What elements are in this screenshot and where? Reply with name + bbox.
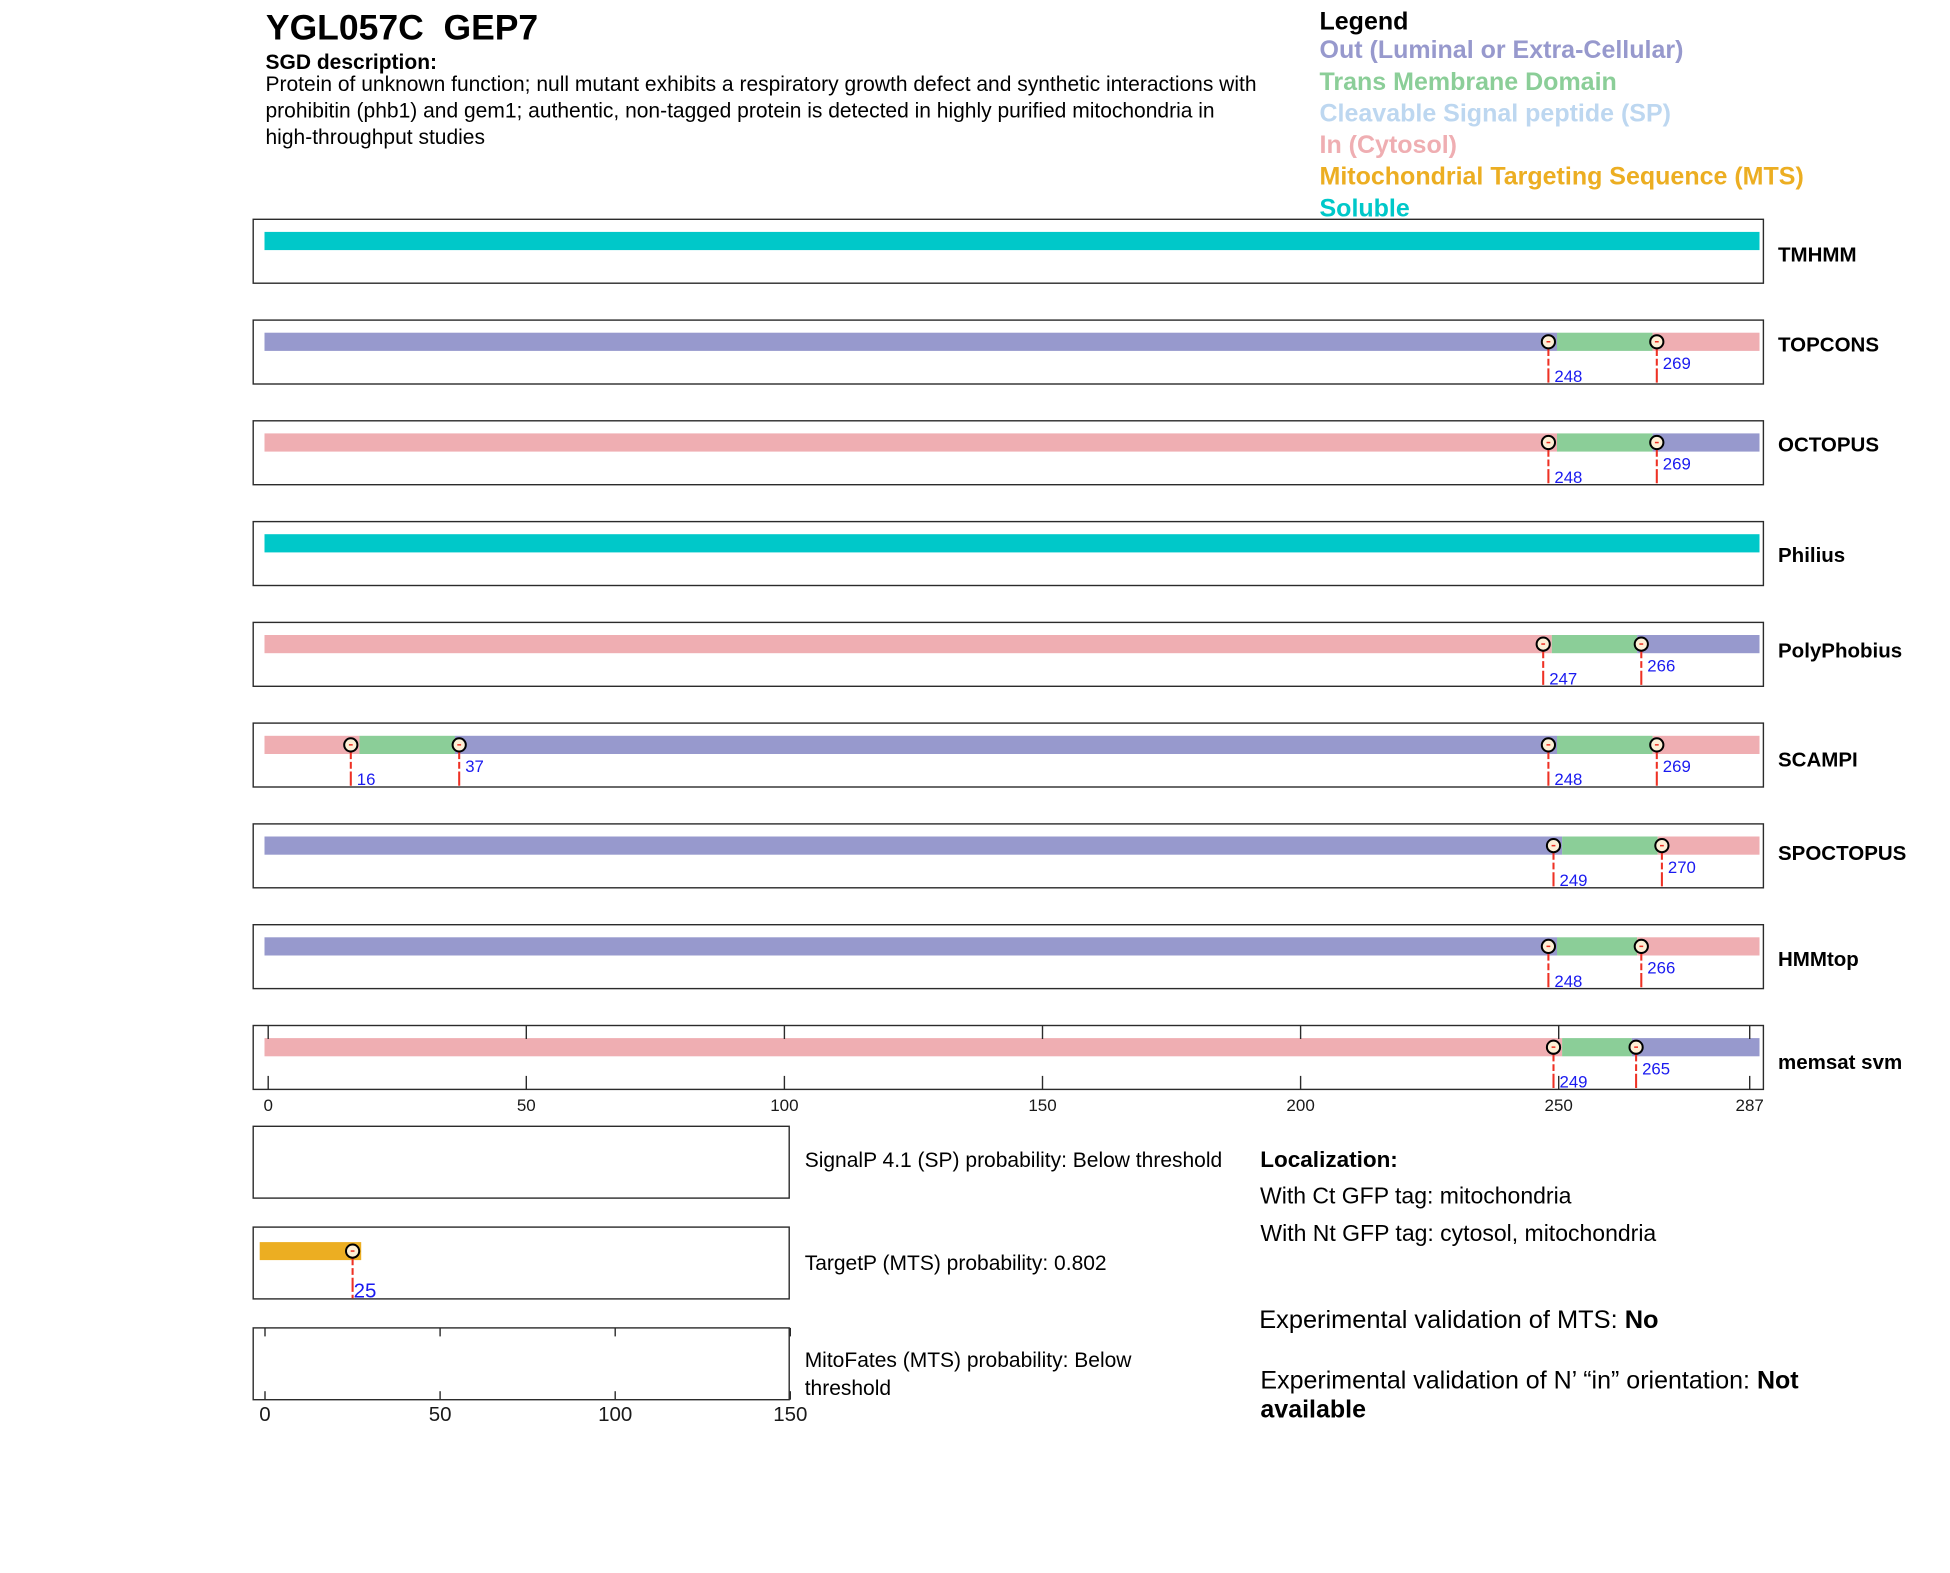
svg-text:270: 270 bbox=[1668, 858, 1696, 877]
svg-text:269: 269 bbox=[1663, 354, 1691, 373]
svg-text:prohibitin (phb1) and gem1; au: prohibitin (phb1) and gem1; authentic, n… bbox=[266, 100, 1215, 123]
svg-text:Mitochondrial Targeting Sequen: Mitochondrial Targeting Sequence (MTS) bbox=[1320, 163, 1804, 191]
svg-text:SignalP 4.1 (SP) probability:: SignalP 4.1 (SP) probability: Below thre… bbox=[805, 1149, 1223, 1172]
svg-text:100: 100 bbox=[770, 1096, 798, 1115]
svg-text:25: 25 bbox=[354, 1279, 377, 1302]
svg-text:SPOCTOPUS: SPOCTOPUS bbox=[1778, 842, 1906, 865]
svg-text:37: 37 bbox=[465, 757, 484, 776]
svg-text:Legend: Legend bbox=[1320, 8, 1409, 36]
svg-text:287: 287 bbox=[1736, 1096, 1764, 1115]
svg-text:PolyPhobius: PolyPhobius bbox=[1778, 640, 1902, 663]
svg-text:With Ct GFP tag: mitochondria: With Ct GFP tag: mitochondria bbox=[1260, 1182, 1572, 1208]
svg-text:150: 150 bbox=[1028, 1096, 1056, 1115]
svg-text:high-throughput studies: high-throughput studies bbox=[266, 126, 486, 149]
svg-text:Soluble: Soluble bbox=[1320, 194, 1410, 222]
svg-text:200: 200 bbox=[1286, 1096, 1314, 1115]
svg-text:HMMtop: HMMtop bbox=[1778, 948, 1859, 971]
svg-text:threshold: threshold bbox=[805, 1377, 891, 1400]
svg-text:150: 150 bbox=[773, 1403, 807, 1426]
svg-text:247: 247 bbox=[1549, 670, 1577, 689]
svg-text:Cleavable Signal peptide (SP): Cleavable Signal peptide (SP) bbox=[1320, 99, 1671, 127]
svg-text:TMHMM: TMHMM bbox=[1778, 244, 1857, 267]
svg-text:249: 249 bbox=[1560, 1073, 1588, 1092]
svg-text:In (Cytosol): In (Cytosol) bbox=[1320, 131, 1458, 159]
svg-text:0: 0 bbox=[263, 1096, 272, 1115]
svg-text:269: 269 bbox=[1663, 757, 1691, 776]
svg-text:266: 266 bbox=[1647, 656, 1675, 675]
svg-text:TOPCONS: TOPCONS bbox=[1778, 334, 1879, 357]
svg-text:Experimental validation of MTS: Experimental validation of MTS: No bbox=[1259, 1306, 1658, 1334]
svg-text:Localization:: Localization: bbox=[1260, 1147, 1398, 1172]
svg-text:265: 265 bbox=[1642, 1059, 1670, 1078]
svg-text:Experimental validation of N’: Experimental validation of N’ “in” orien… bbox=[1260, 1366, 1799, 1394]
svg-text:Protein of unknown function; n: Protein of unknown function; null mutant… bbox=[266, 73, 1257, 96]
svg-text:Philius: Philius bbox=[1778, 544, 1845, 567]
svg-text:249: 249 bbox=[1560, 871, 1588, 890]
svg-text:memsat svm: memsat svm bbox=[1778, 1051, 1902, 1074]
svg-text:Out (Luminal or Extra-Cellular: Out (Luminal or Extra-Cellular) bbox=[1320, 36, 1684, 64]
svg-text:248: 248 bbox=[1554, 367, 1582, 386]
svg-text:248: 248 bbox=[1554, 468, 1582, 487]
svg-text:16: 16 bbox=[357, 770, 376, 789]
svg-text:248: 248 bbox=[1554, 770, 1582, 789]
svg-text:SCAMPI: SCAMPI bbox=[1778, 749, 1858, 772]
svg-text:OCTOPUS: OCTOPUS bbox=[1778, 433, 1879, 456]
svg-text:266: 266 bbox=[1647, 959, 1675, 978]
svg-text:0: 0 bbox=[259, 1403, 270, 1426]
svg-text:available: available bbox=[1260, 1395, 1366, 1423]
svg-text:YGL057C GEP7: YGL057C GEP7 bbox=[266, 8, 538, 48]
svg-text:With Nt GFP tag: cytosol, mito: With Nt GFP tag: cytosol, mitochondria bbox=[1260, 1220, 1656, 1246]
svg-text:Trans Membrane Domain: Trans Membrane Domain bbox=[1320, 68, 1617, 96]
svg-text:100: 100 bbox=[598, 1403, 632, 1426]
svg-text:250: 250 bbox=[1545, 1096, 1573, 1115]
svg-text:SGD description:: SGD description: bbox=[266, 51, 438, 74]
svg-text:50: 50 bbox=[517, 1096, 536, 1115]
svg-text:269: 269 bbox=[1663, 455, 1691, 474]
svg-text:50: 50 bbox=[429, 1403, 452, 1426]
svg-text:TargetP (MTS) probability: 0.8: TargetP (MTS) probability: 0.802 bbox=[805, 1252, 1107, 1275]
svg-text:MitoFates (MTS) probability: B: MitoFates (MTS) probability: Below bbox=[805, 1349, 1133, 1372]
svg-text:248: 248 bbox=[1554, 972, 1582, 991]
